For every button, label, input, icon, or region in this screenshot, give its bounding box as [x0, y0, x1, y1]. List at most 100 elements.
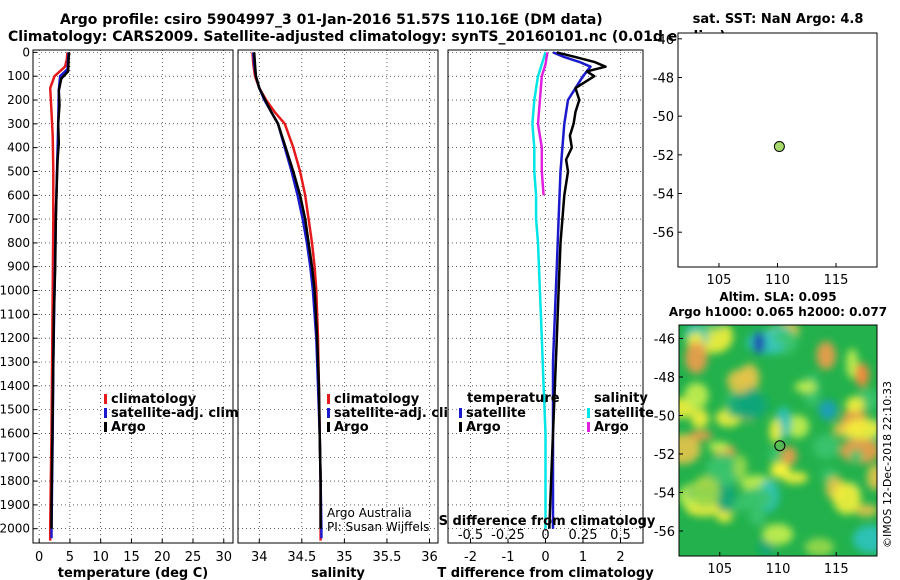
- heatmap-cell: [688, 430, 713, 441]
- legend-swatch: [104, 422, 107, 432]
- figure-title-line2: Climatology: CARS2009. Satellite-adjuste…: [8, 29, 726, 45]
- y-tick-label: 1800: [0, 474, 30, 488]
- heatmap-cell: [832, 482, 861, 515]
- y-tick-label: -56: [654, 525, 675, 540]
- heatmap-cell: [762, 523, 794, 545]
- heatmap-cell: [854, 504, 877, 517]
- heatmap-cell: [753, 332, 765, 354]
- heatmap-cell: [716, 511, 733, 523]
- x-tick-label: 0: [35, 550, 43, 565]
- series-line: [536, 52, 549, 196]
- heatmap-field: [679, 325, 877, 556]
- legend-label: Argo: [334, 420, 369, 435]
- heatmap-cell: [739, 487, 774, 510]
- heatmap-cell: [816, 341, 836, 370]
- y-tick-label: 1200: [0, 331, 30, 345]
- heatmap-cell: [819, 400, 837, 420]
- x-tick-label: 5: [66, 550, 74, 565]
- y-tick-label: 1900: [0, 498, 30, 512]
- x-axis-label: temperature (deg C): [58, 566, 208, 580]
- plot-frame: [32, 49, 234, 544]
- annotation-argo-australia: Argo Australia: [327, 506, 412, 520]
- heatmap-cell: [794, 380, 817, 393]
- y-tick-label: 1000: [0, 284, 30, 298]
- heatmap-cell: [846, 348, 859, 379]
- y-tick-label: 600: [7, 188, 30, 202]
- y-tick-label: -46: [653, 33, 674, 48]
- heatmap-cell: [748, 507, 766, 526]
- top-tick-label: 0.25: [569, 528, 598, 543]
- legend-swatch: [327, 394, 330, 404]
- legend-swatch: [459, 408, 462, 418]
- panel-differences: -2 -1 0 1 2T difference from climatology S di…: [437, 49, 656, 580]
- heatmap-cell: [706, 453, 743, 487]
- series-line: [50, 52, 71, 529]
- x-tick-label: 105: [707, 562, 732, 577]
- x-tick-label: 105: [707, 273, 732, 288]
- x-tick-label: 35.5: [372, 550, 401, 565]
- legend-label: satellite-adj. clim.: [111, 406, 243, 421]
- y-tick-label: -46: [654, 332, 675, 347]
- y-tick-label: 400: [7, 141, 30, 155]
- y-tick-label: 800: [7, 236, 30, 250]
- legend-label: climatology: [111, 392, 197, 407]
- y-tick-label: -54: [654, 486, 675, 501]
- heatmap-cell: [684, 382, 709, 409]
- argo-position-marker: [773, 141, 785, 153]
- x-tick-label: 1: [579, 550, 587, 565]
- series-line: [252, 52, 322, 529]
- legend-label: satellite: [466, 406, 526, 421]
- sla-map-title1: Altim. SLA: 0.095: [719, 290, 836, 304]
- top-tick-label: -0.25: [491, 528, 525, 543]
- top-tick-label: 0: [541, 528, 549, 543]
- argo-position-marker: [774, 440, 786, 452]
- heatmap-cell: [684, 341, 708, 374]
- y-tick-label: 0: [22, 45, 30, 59]
- heatmap-cell: [726, 369, 754, 393]
- legend-label: Argo: [466, 420, 501, 435]
- legend-label: satellite: [594, 406, 654, 421]
- x-tick-label: 115: [824, 273, 849, 288]
- x-tick-label: 115: [824, 562, 849, 577]
- x-axis-label: T difference from climatology: [437, 566, 654, 580]
- panel-salinity: 34 34.5 35 35.5 36 salinity climatologysatelli…: [237, 49, 466, 580]
- y-tick-label: -50: [653, 110, 674, 125]
- panel-sla_map: 105 110 115 -46 -48 -50 -52 -54 -56 Altim. SLA: 0…: [654, 290, 894, 577]
- legend-label: satellite-adj. clim.: [334, 406, 466, 421]
- legend-label: Argo: [111, 420, 146, 435]
- heatmap-cell: [770, 462, 790, 478]
- heatmap-cell: [773, 330, 799, 345]
- top-axis-label: S difference from climatology: [439, 514, 656, 529]
- legend-label: Argo: [594, 420, 629, 435]
- heatmap-cell: [845, 396, 865, 413]
- imos-watermark: ©IMOS 12-Dec-2018 22:10:33: [881, 381, 894, 548]
- x-tick-label: 36: [421, 550, 438, 565]
- x-axis-label: salinity: [311, 566, 365, 580]
- x-tick-label: -2: [464, 550, 477, 565]
- y-tick-label: 1700: [0, 450, 30, 464]
- top-tick-label: -0.5: [458, 528, 483, 543]
- y-tick-label: -52: [654, 448, 675, 463]
- x-tick-label: 20: [154, 550, 171, 565]
- x-tick-label: -1: [502, 550, 515, 565]
- y-tick-label: 500: [7, 164, 30, 178]
- heatmap-cell: [804, 538, 834, 556]
- legend-swatch: [327, 422, 330, 432]
- y-tick-label: 2000: [0, 522, 30, 536]
- y-tick-label: 1100: [0, 307, 30, 321]
- x-tick-label: 10: [92, 550, 109, 565]
- heatmap-cell: [812, 434, 840, 460]
- legend-swatch: [104, 394, 107, 404]
- series-line: [548, 51, 607, 529]
- y-tick-label: 700: [7, 212, 30, 226]
- heatmap-cell: [728, 390, 769, 420]
- legend-label: climatology: [334, 392, 420, 407]
- heatmap-cell: [786, 415, 810, 439]
- heatmap-cell: [781, 446, 797, 466]
- top-tick-label: 0.5: [610, 528, 631, 543]
- legend-swatch: [104, 408, 107, 418]
- plot-frame: [237, 49, 439, 544]
- x-tick-label: 15: [123, 550, 140, 565]
